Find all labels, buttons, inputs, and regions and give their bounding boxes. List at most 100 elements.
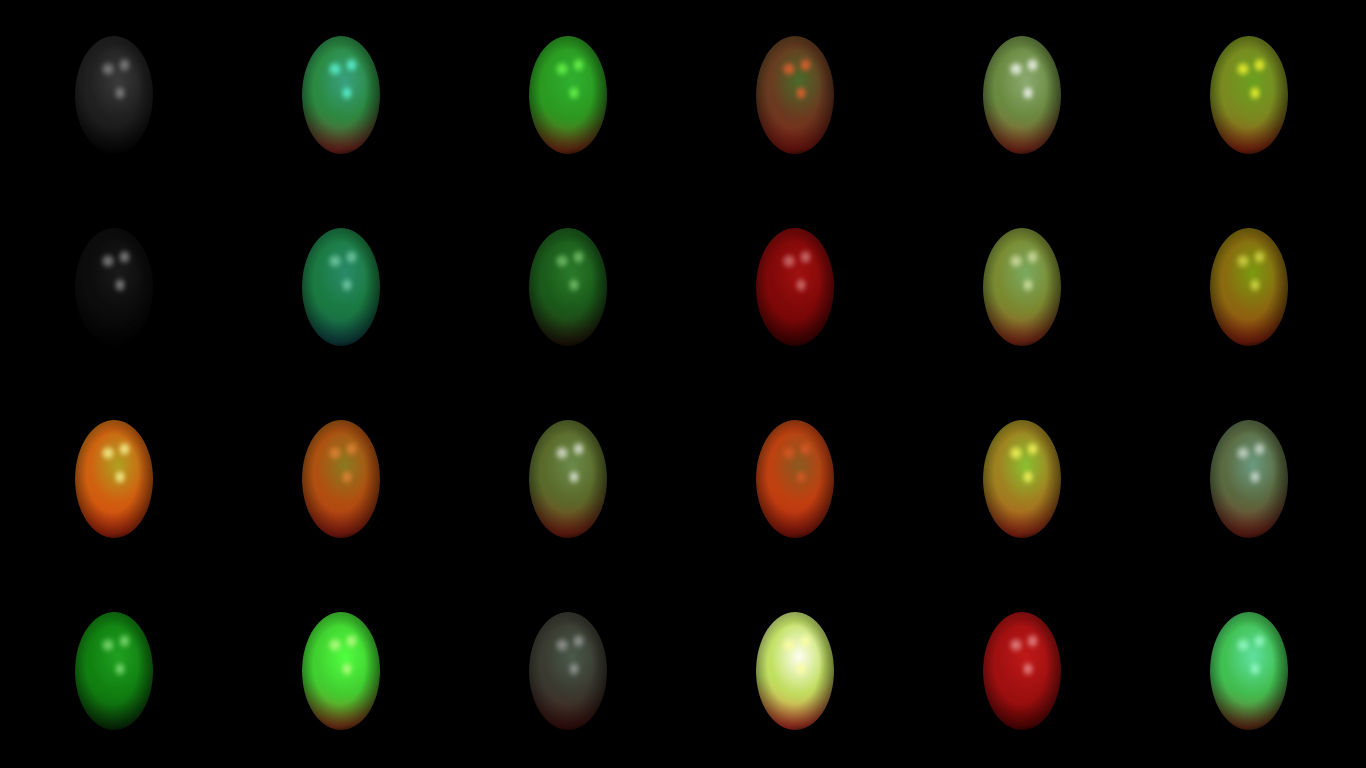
sphere-r2-c3 [529,228,607,346]
specular-highlight [573,248,584,266]
specular-highlight [1027,248,1038,266]
specular-highlight [346,632,357,650]
specular-highlight [328,445,342,461]
specular-highlight [115,84,125,102]
sphere-r2-c6 [1210,228,1288,346]
specular-highlight [1254,248,1265,266]
sphere-r1-c6 [1210,36,1288,154]
sphere-edge-shadow [756,612,834,730]
sphere-edge-shadow [983,36,1061,154]
sphere-edge-shadow [302,228,380,346]
sphere-r1-c4 [756,36,834,154]
specular-highlight [1254,440,1265,458]
specular-highlight [800,632,811,650]
specular-highlight [101,445,115,461]
sphere-r3-c1 [75,420,153,538]
specular-highlight [782,253,796,269]
specular-highlight [796,468,806,486]
sphere-edge-shadow [75,420,153,538]
sphere-r4-c1 [75,612,153,730]
specular-highlight [115,468,125,486]
specular-highlight [1250,468,1260,486]
specular-highlight [1250,276,1260,294]
sphere-edge-shadow [1210,36,1288,154]
specular-highlight [119,632,130,650]
specular-highlight [1250,660,1260,678]
specular-highlight [555,445,569,461]
sphere-r4-c3 [529,612,607,730]
sphere-edge-shadow [75,612,153,730]
sphere-edge-shadow [1210,420,1288,538]
specular-highlight [782,445,796,461]
sphere-r4-c4 [756,612,834,730]
specular-highlight [800,440,811,458]
specular-highlight [1023,660,1033,678]
sphere-edge-shadow [302,36,380,154]
sphere-edge-shadow [529,420,607,538]
specular-highlight [800,248,811,266]
sphere-edge-shadow [75,36,153,154]
sphere-edge-shadow [302,612,380,730]
specular-highlight [1009,445,1023,461]
specular-highlight [1250,84,1260,102]
specular-highlight [1023,276,1033,294]
specular-highlight [555,253,569,269]
specular-highlight [119,248,130,266]
sphere-r3-c3 [529,420,607,538]
specular-highlight [346,248,357,266]
specular-highlight [1009,253,1023,269]
sphere-r2-c2 [302,228,380,346]
sphere-edge-shadow [756,36,834,154]
sphere-r3-c6 [1210,420,1288,538]
sphere-edge-shadow [1210,612,1288,730]
specular-highlight [1236,445,1250,461]
specular-highlight [800,56,811,74]
sphere-edge-shadow [529,36,607,154]
specular-highlight [346,56,357,74]
specular-highlight [573,632,584,650]
specular-highlight [101,637,115,653]
specular-highlight [101,253,115,269]
sphere-edge-shadow [529,228,607,346]
specular-highlight [569,84,579,102]
sphere-edge-shadow [756,420,834,538]
specular-highlight [328,637,342,653]
specular-highlight [115,660,125,678]
specular-highlight [573,440,584,458]
specular-highlight [1027,440,1038,458]
specular-highlight [782,61,796,77]
specular-highlight [573,56,584,74]
specular-highlight [555,637,569,653]
specular-highlight [1236,61,1250,77]
specular-highlight [796,84,806,102]
specular-highlight [342,84,352,102]
specular-highlight [796,660,806,678]
sphere-edge-shadow [1210,228,1288,346]
specular-highlight [119,440,130,458]
sphere-r2-c1 [75,228,153,346]
sphere-edge-shadow [983,228,1061,346]
specular-highlight [569,468,579,486]
specular-highlight [1236,253,1250,269]
specular-highlight [1027,56,1038,74]
sphere-r4-c6 [1210,612,1288,730]
sphere-r3-c2 [302,420,380,538]
sphere-edge-shadow [302,420,380,538]
sphere-edge-shadow [983,612,1061,730]
sphere-edge-shadow [756,228,834,346]
sphere-r1-c5 [983,36,1061,154]
specular-highlight [796,276,806,294]
specular-highlight [1023,468,1033,486]
specular-highlight [1254,56,1265,74]
specular-highlight [1009,61,1023,77]
specular-highlight [342,660,352,678]
sphere-r1-c2 [302,36,380,154]
specular-highlight [328,61,342,77]
sphere-r3-c4 [756,420,834,538]
specular-highlight [569,276,579,294]
specular-highlight [555,61,569,77]
sphere-r4-c5 [983,612,1061,730]
sphere-r1-c3 [529,36,607,154]
sphere-r2-c5 [983,228,1061,346]
specular-highlight [1254,632,1265,650]
